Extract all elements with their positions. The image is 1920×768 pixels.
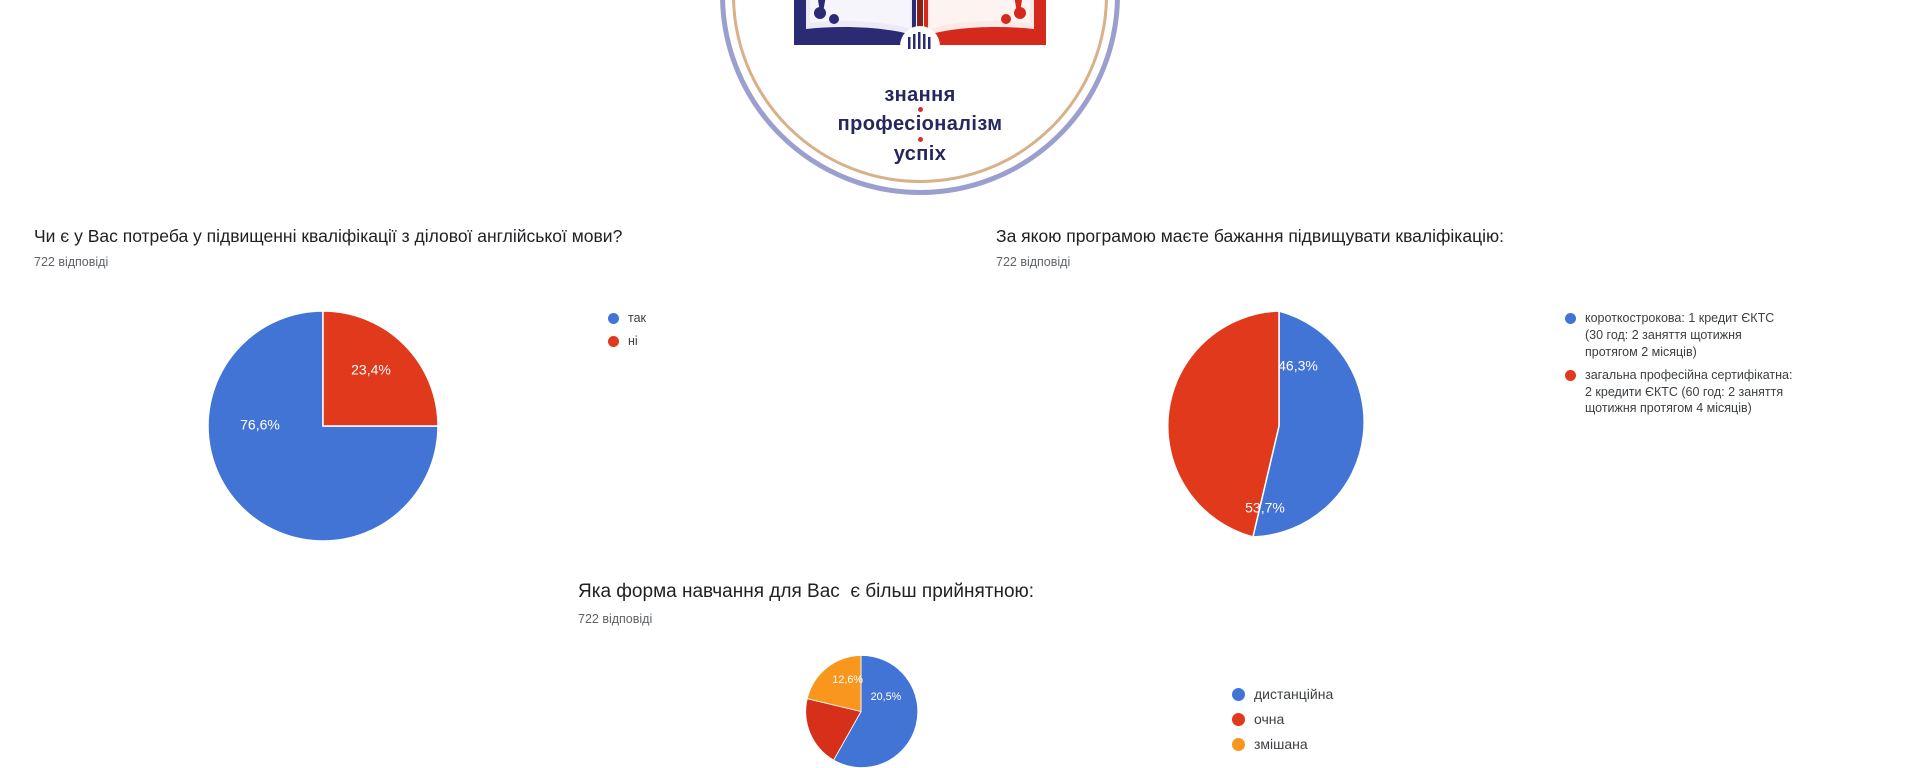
legend-color-dot-icon (1565, 369, 1576, 381)
legend-item-label: дистанційна (1254, 686, 1334, 702)
logo-crest-icon (794, 0, 1046, 66)
legend-color-dot-icon (608, 335, 619, 347)
pie-2-label-red: 46,3% (1278, 358, 1318, 374)
legend-item[interactable]: дистанційна (1232, 685, 1424, 704)
pie-1-label-blue: 76,6% (240, 417, 280, 433)
logo-motto: знання професіоналізм успіх (720, 84, 1120, 165)
legend-item[interactable]: змішана (1232, 735, 1424, 754)
question-response-count-3: 722 відповіді (578, 611, 653, 626)
pie-chart-3-legend: дистанційна очна змішана (1232, 685, 1424, 760)
question-block-3: Яка форма навчання для Вас є більш прийн… (578, 580, 1478, 626)
pie-chart-2-legend: короткострокова: 1 кредит ЄКТС (30 год: … (1565, 310, 1795, 423)
question-response-count-2: 722 відповіді (996, 254, 1071, 269)
legend-item[interactable]: ні (608, 333, 798, 350)
legend-color-dot-icon (1232, 712, 1245, 726)
pie-chart-3: 12,6% 20,5% (725, 654, 997, 768)
pie-2-label-blue: 53,7% (1245, 500, 1285, 516)
pie-3-label-red: 12,6% (832, 674, 863, 686)
pie-3-slice-blue (833, 654, 919, 768)
logo-motto-line-2: професіоналізм (837, 113, 1003, 136)
question-block-2: За якою програмою маєте бажання підвищув… (996, 225, 1896, 269)
pie-1-slice-blue (207, 310, 439, 542)
logo-motto-separator-1 (917, 107, 923, 113)
legend-item-label: ні (628, 333, 638, 348)
legend-color-dot-icon (1232, 688, 1245, 701)
logo-motto-separator-2 (917, 136, 923, 142)
pie-3-slice-orange (806, 654, 862, 713)
pie-1-label-red: 23,4% (351, 362, 391, 378)
legend-item[interactable]: очна (1232, 710, 1424, 729)
pie-1-slice-red (322, 310, 439, 427)
question-title-1: Чи є у Вас потреба у підвищенні кваліфік… (34, 226, 623, 246)
pie-3-slice-red (805, 698, 862, 761)
legend-color-dot-icon (608, 313, 619, 324)
legend-color-dot-icon (1232, 737, 1245, 751)
institution-logo: знання професіоналізм успіх (720, 0, 1130, 205)
pie-chart-2: 46,3% 53,7% (1163, 310, 1395, 542)
pie-chart-1: 76,6% 23,4% (207, 310, 439, 542)
legend-item[interactable]: короткострокова: 1 кредит ЄКТС (30 год: … (1565, 310, 1795, 361)
legend-item-label: короткострокова: 1 кредит ЄКТС (30 год: … (1585, 311, 1775, 359)
legend-item-label: загальна професійна сертифікатна: 2 кред… (1585, 367, 1793, 416)
question-title-3: Яка форма навчання для Вас є більш прийн… (578, 581, 1035, 602)
pie-chart-1-legend: так ні (608, 310, 798, 356)
question-block-1: Чи є у Вас потреба у підвищенні кваліфік… (34, 225, 994, 269)
question-title-2: За якою програмою маєте бажання підвищув… (996, 226, 1504, 246)
legend-item[interactable]: так (608, 310, 798, 327)
logo-motto-line-1: знання (884, 84, 956, 106)
pie-3-label-orange: 20,5% (871, 691, 902, 703)
legend-item-label: очна (1254, 710, 1285, 727)
legend-item[interactable]: загальна професійна сертифікатна: 2 кред… (1565, 367, 1795, 418)
pie-2-slice-blue (1251, 310, 1365, 538)
logo-motto-line-3: успіх (893, 142, 947, 165)
question-response-count-1: 722 відповіді (34, 254, 109, 269)
legend-item-label: так (628, 311, 647, 325)
legend-item-label: змішана (1254, 735, 1308, 752)
pie-2-slice-red (1166, 310, 1280, 538)
legend-color-dot-icon (1565, 313, 1576, 324)
